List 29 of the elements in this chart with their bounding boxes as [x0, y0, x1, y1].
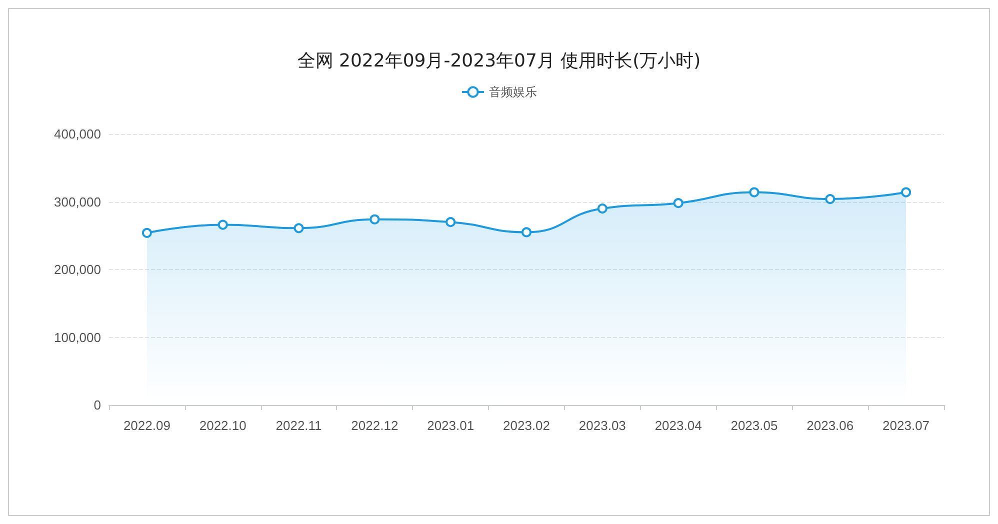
y-tick-label: 0: [94, 398, 101, 412]
x-tick-label: 2023.01: [427, 418, 474, 433]
point: [294, 223, 304, 234]
y-tick-label: 100,000: [54, 330, 101, 345]
x-tick-label: 2022.12: [351, 418, 398, 433]
x-tick-label: 2023.07: [882, 418, 930, 433]
x-tick-label: 2022.10: [199, 418, 246, 433]
x-tick-label: 2023.04: [654, 418, 702, 433]
x-tick-label: 2023.05: [730, 418, 778, 433]
point: [749, 187, 760, 198]
point: [370, 214, 380, 224]
legend-label: 音频娱乐: [489, 85, 537, 99]
chart-title: 全网 2022年09月-2023年07月 使用时长(万小时): [297, 50, 701, 72]
point: [522, 227, 532, 238]
point: [901, 187, 912, 198]
point: [142, 228, 152, 238]
y-tick-label: 400,000: [54, 126, 101, 142]
x-tick-label: 2023.03: [578, 418, 626, 433]
point: [673, 198, 684, 208]
point: [218, 220, 228, 230]
point: [446, 217, 456, 228]
point: [825, 194, 836, 204]
x-tick-label: 2023.06: [806, 418, 854, 433]
y-tick-label: 200,000: [54, 262, 101, 277]
point: [597, 204, 608, 214]
x-tick-label: 2022.09: [123, 418, 170, 433]
x-tick-label: 2023.02: [503, 418, 550, 433]
x-tick-label: 2022.11: [276, 418, 322, 433]
y-tick-label: 300,000: [54, 194, 101, 210]
